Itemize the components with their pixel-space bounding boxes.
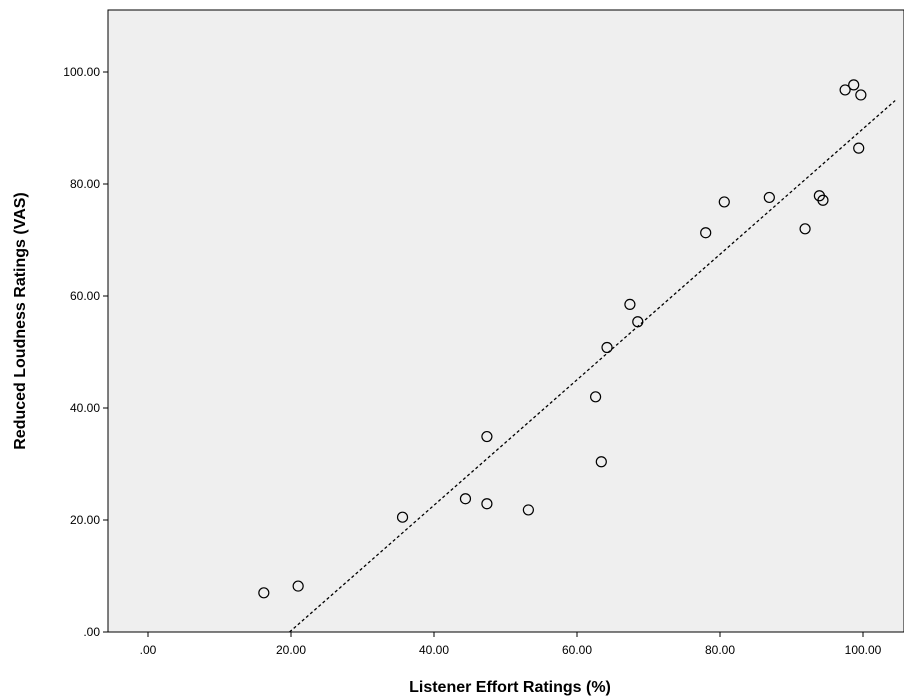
data-point xyxy=(817,194,829,206)
data-point xyxy=(595,456,607,468)
data-point xyxy=(481,430,493,443)
data-point xyxy=(624,298,636,310)
data-point xyxy=(396,511,409,523)
data-point xyxy=(855,89,867,101)
y-tick-label: .00 xyxy=(83,625,100,639)
data-points xyxy=(258,79,867,599)
data-point xyxy=(292,580,304,592)
x-axis-title: Listener Effort Ratings (%) xyxy=(409,679,611,696)
x-tick-label: 60.00 xyxy=(562,643,592,657)
plot-area xyxy=(107,9,904,633)
data-point xyxy=(632,316,644,328)
y-tick-label: 60.00 xyxy=(70,289,100,303)
data-point xyxy=(258,587,270,599)
data-point xyxy=(589,391,602,403)
data-point xyxy=(718,196,730,208)
y-axis-title: Reduced Loudness Ratings (VAS) xyxy=(12,192,29,450)
data-point xyxy=(700,227,712,239)
x-tick-label: 80.00 xyxy=(705,643,735,657)
data-point xyxy=(481,498,493,510)
data-point xyxy=(601,341,613,354)
data-point xyxy=(799,223,811,235)
data-point xyxy=(848,79,860,91)
x-tick-label: 40.00 xyxy=(419,643,449,657)
x-tick-label: 20.00 xyxy=(276,643,306,657)
data-point xyxy=(839,84,851,96)
y-tick-label: 40.00 xyxy=(70,401,100,415)
data-point xyxy=(763,191,775,204)
data-point xyxy=(853,142,865,154)
x-tick-label: 100.00 xyxy=(845,643,882,657)
x-axis: .00 20.00 40.00 60.00 80.00 100.00 xyxy=(140,632,882,657)
y-axis: .00 20.00 40.00 60.00 80.00 100.00 xyxy=(63,65,108,639)
data-point xyxy=(522,504,534,516)
x-tick-label: .00 xyxy=(140,643,157,657)
fit-line xyxy=(289,100,896,633)
y-tick-label: 20.00 xyxy=(70,513,100,527)
y-tick-label: 80.00 xyxy=(70,177,100,191)
data-point xyxy=(459,493,472,505)
y-tick-label: 100.00 xyxy=(63,65,100,79)
